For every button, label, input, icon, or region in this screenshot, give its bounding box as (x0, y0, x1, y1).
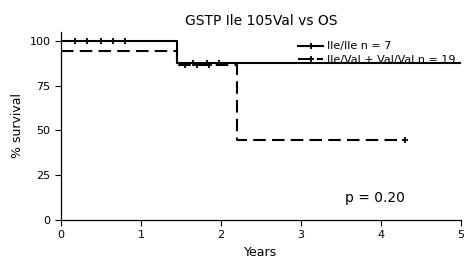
Ile/Ile n = 7 (174, 39, 180, 43)
Ile/Ile n = 7 (174, 62, 180, 65)
Y-axis label: % survival: % survival (11, 94, 24, 158)
Text: p = 0.20: p = 0.20 (345, 191, 405, 206)
Ile/Val + Val/Val n = 19 (68, 49, 73, 52)
Ile/Ile n = 7 (174, 39, 180, 43)
Ile/Val + Val/Val n = 19 (58, 49, 64, 52)
Ile/Ile n = 7 (458, 62, 463, 65)
Ile/Ile n = 7 (174, 39, 180, 43)
Ile/Ile n = 7 (458, 62, 463, 65)
X-axis label: Years: Years (244, 246, 277, 259)
Line: Ile/Val + Val/Val n = 19: Ile/Val + Val/Val n = 19 (61, 51, 405, 140)
Ile/Ile n = 7 (58, 39, 64, 43)
Ile/Val + Val/Val n = 19 (174, 63, 180, 66)
Legend: Ile/Ile n = 7, Ile/Val + Val/Val n = 19: Ile/Ile n = 7, Ile/Val + Val/Val n = 19 (298, 42, 456, 65)
Title: GSTP Ile 105Val vs OS: GSTP Ile 105Val vs OS (185, 14, 337, 28)
Ile/Val + Val/Val n = 19 (174, 49, 180, 52)
Ile/Val + Val/Val n = 19 (402, 139, 407, 142)
Ile/Val + Val/Val n = 19 (68, 49, 73, 52)
Line: Ile/Ile n = 7: Ile/Ile n = 7 (61, 41, 461, 64)
Ile/Val + Val/Val n = 19 (234, 63, 240, 66)
Ile/Val + Val/Val n = 19 (402, 139, 407, 142)
Ile/Val + Val/Val n = 19 (234, 139, 240, 142)
